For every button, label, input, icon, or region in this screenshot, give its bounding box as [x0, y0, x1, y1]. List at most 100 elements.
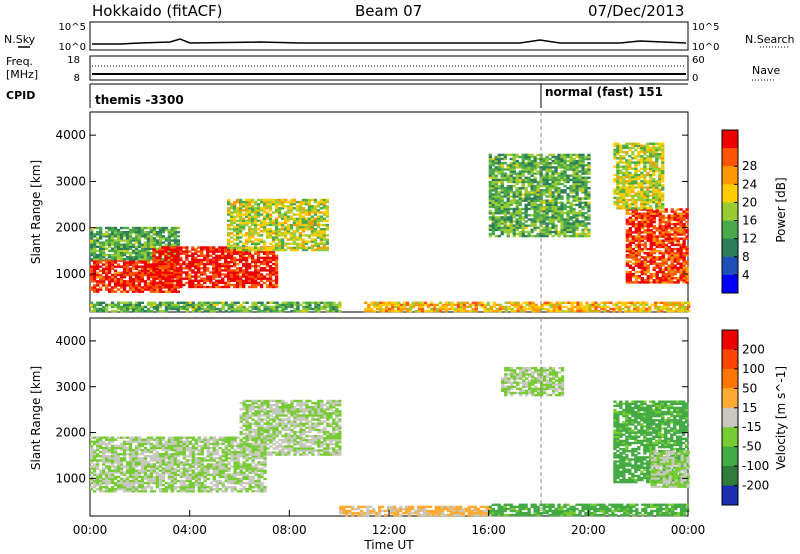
- heatmap-cell: [664, 227, 668, 230]
- heatmap-cell: [560, 218, 564, 221]
- heatmap-cell: [506, 184, 510, 188]
- heatmap-cell: [274, 203, 279, 206]
- heatmap-cell: [509, 228, 513, 232]
- heatmap-cell: [444, 303, 449, 307]
- heatmap-cell: [185, 256, 189, 260]
- heatmap-cell: [332, 301, 336, 304]
- heatmap-cell: [536, 216, 540, 219]
- heatmap-cell: [122, 301, 127, 304]
- heatmap-cell: [316, 236, 320, 239]
- heatmap-cell: [536, 232, 540, 236]
- heatmap-cell: [557, 207, 561, 211]
- heatmap-cell: [536, 207, 540, 211]
- heatmap-cell: [122, 258, 127, 261]
- heatmap-cell: [516, 309, 520, 313]
- heatmap-cell: [594, 301, 598, 304]
- heatmap-cell: [262, 207, 267, 210]
- heatmap-cell: [382, 309, 386, 313]
- heatmap-cell: [131, 245, 136, 248]
- heatmap-cell: [215, 262, 219, 266]
- heatmap-cell: [251, 209, 255, 212]
- heatmap-cell: [613, 165, 617, 168]
- heatmap-cell: [661, 159, 665, 162]
- heatmap-cell: [663, 307, 667, 311]
- heatmap-cell: [239, 275, 243, 278]
- heatmap-cell: [149, 271, 154, 275]
- heatmap-cell: [575, 224, 579, 227]
- heatmap-cell: [667, 268, 671, 272]
- heatmap-cell: [155, 262, 159, 266]
- heatmap-cell: [676, 222, 680, 226]
- heatmap-cell: [188, 301, 192, 304]
- heatmap-cell: [262, 225, 267, 229]
- heatmap-cell: [563, 230, 567, 234]
- heatmap-cell: [655, 270, 659, 274]
- heatmap-cell: [364, 309, 368, 313]
- heatmap-cell: [188, 277, 192, 280]
- heatmap-cell: [533, 157, 537, 161]
- heatmap-cell: [125, 256, 130, 259]
- heatmap-cell: [664, 237, 668, 240]
- heatmap-cell: [625, 245, 629, 249]
- heatmap-cell: [102, 251, 106, 255]
- heatmap-cell: [670, 275, 674, 278]
- y-tick-label: 4000: [55, 128, 86, 142]
- heatmap-cell: [649, 243, 653, 247]
- heatmap-cell: [134, 263, 139, 266]
- heatmap-cell: [105, 309, 109, 313]
- heatmap-cell: [149, 301, 154, 304]
- heatmap-cell: [429, 301, 434, 304]
- heatmap-cell: [646, 144, 650, 147]
- heatmap-cell: [146, 275, 151, 279]
- heatmap-cell: [486, 307, 490, 311]
- heatmap-cell: [676, 247, 680, 251]
- heatmap-cell: [212, 248, 216, 251]
- heatmap-cell: [376, 303, 380, 307]
- heatmap-cell: [491, 224, 495, 227]
- heatmap-cell: [486, 301, 490, 304]
- heatmap-cell: [403, 303, 407, 307]
- heatmap-cell: [292, 213, 297, 216]
- heatmap-cell: [661, 148, 665, 152]
- heatmap-cell: [364, 301, 368, 304]
- heatmap-cell: [191, 283, 195, 287]
- heatmap-cell: [640, 281, 644, 284]
- heatmap-cell: [248, 254, 252, 257]
- heatmap-cell: [271, 256, 276, 260]
- heatmap-cell: [385, 303, 389, 307]
- heatmap-cell: [116, 265, 121, 268]
- heatmap-cell: [307, 221, 312, 225]
- heatmap-cell: [554, 228, 558, 232]
- heatmap-cell: [203, 256, 207, 260]
- heatmap-cell: [110, 239, 115, 242]
- heatmap-cell: [239, 258, 243, 262]
- heatmap-cell: [516, 301, 520, 304]
- heatmap-cell: [323, 305, 327, 309]
- heatmap-cell: [155, 243, 160, 246]
- heatmap-cell: [646, 190, 650, 193]
- heatmap-cell: [256, 203, 261, 206]
- heatmap-cell: [554, 180, 558, 184]
- heatmap-cell: [176, 256, 180, 260]
- heatmap-cell: [569, 209, 573, 213]
- heatmap-cell: [295, 207, 300, 210]
- heatmap-cell: [99, 245, 103, 248]
- heatmap-cell: [649, 218, 653, 222]
- heatmap-cell: [622, 203, 626, 206]
- heatmap-cell: [530, 201, 534, 204]
- heatmap-cell: [164, 307, 169, 311]
- heatmap-cell: [158, 277, 162, 280]
- heatmap-cell: [283, 230, 288, 233]
- heatmap-cell: [497, 216, 501, 219]
- heatmap-cell: [560, 205, 564, 209]
- heatmap-cell: [164, 250, 168, 253]
- heatmap-cell: [646, 180, 650, 183]
- heatmap-cell: [655, 165, 659, 168]
- heatmap-cell: [149, 267, 154, 270]
- heatmap-cell: [221, 256, 225, 260]
- heatmap-cell: [664, 260, 668, 263]
- heatmap-cell: [143, 267, 148, 270]
- heatmap-cell: [167, 261, 171, 264]
- heatmap-cell: [256, 232, 261, 235]
- heatmap-cell: [290, 303, 294, 307]
